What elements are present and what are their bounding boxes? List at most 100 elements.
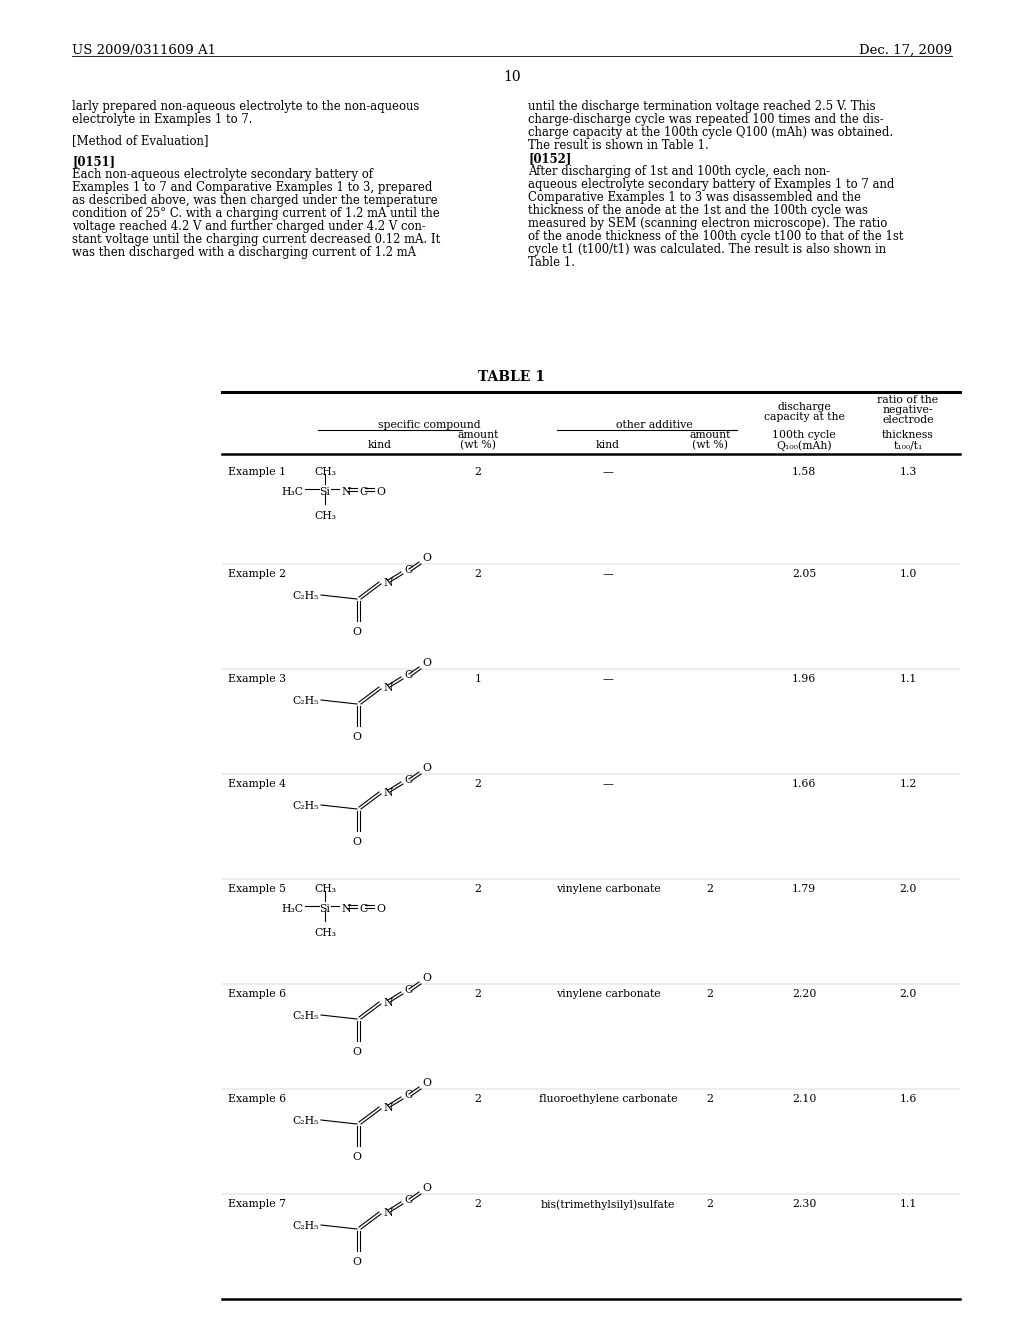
Text: Si: Si: [319, 904, 331, 913]
Text: 10: 10: [503, 70, 521, 84]
Text: Table 1.: Table 1.: [528, 256, 575, 269]
Text: C₂H₅: C₂H₅: [293, 1115, 319, 1126]
Text: O: O: [376, 487, 385, 498]
Text: [0152]: [0152]: [528, 152, 571, 165]
Text: —: —: [602, 569, 613, 579]
Text: 1: 1: [474, 675, 481, 684]
Text: The result is shown in Table 1.: The result is shown in Table 1.: [528, 139, 709, 152]
Text: O: O: [422, 763, 431, 774]
Text: Example 5: Example 5: [228, 884, 286, 894]
Text: N: N: [383, 1104, 392, 1113]
Text: 2.05: 2.05: [792, 569, 816, 579]
Text: C: C: [404, 565, 413, 576]
Text: C: C: [404, 1195, 413, 1205]
Text: Si: Si: [319, 487, 331, 498]
Text: N: N: [341, 487, 350, 498]
Text: measured by SEM (scanning electron microscope). The ratio: measured by SEM (scanning electron micro…: [528, 216, 887, 230]
Text: C₂H₅: C₂H₅: [293, 591, 319, 601]
Text: bis(trimethylsilyl)sulfate: bis(trimethylsilyl)sulfate: [541, 1199, 675, 1209]
Text: capacity at the: capacity at the: [764, 412, 845, 422]
Text: aqueous electrolyte secondary battery of Examples 1 to 7 and: aqueous electrolyte secondary battery of…: [528, 178, 894, 191]
Text: 2.30: 2.30: [792, 1199, 816, 1209]
Text: 1.96: 1.96: [792, 675, 816, 684]
Text: voltage reached 4.2 V and further charged under 4.2 V con-: voltage reached 4.2 V and further charge…: [72, 220, 426, 234]
Text: Comparative Examples 1 to 3 was disassembled and the: Comparative Examples 1 to 3 was disassem…: [528, 191, 861, 205]
Text: —: —: [602, 675, 613, 684]
Text: Examples 1 to 7 and Comparative Examples 1 to 3, prepared: Examples 1 to 7 and Comparative Examples…: [72, 181, 432, 194]
Text: Example 6: Example 6: [228, 1094, 286, 1104]
Text: [0151]: [0151]: [72, 154, 115, 168]
Text: 2.0: 2.0: [899, 884, 916, 894]
Text: 1.1: 1.1: [899, 1199, 916, 1209]
Text: CH₃: CH₃: [314, 511, 336, 521]
Text: 1.6: 1.6: [899, 1094, 916, 1104]
Text: N: N: [341, 904, 350, 913]
Text: vinylene carbonate: vinylene carbonate: [556, 989, 660, 999]
Text: O: O: [352, 1257, 361, 1267]
Text: [Method of Evaluation]: [Method of Evaluation]: [72, 135, 209, 147]
Text: condition of 25° C. with a charging current of 1.2 mA until the: condition of 25° C. with a charging curr…: [72, 207, 439, 220]
Text: charge-discharge cycle was repeated 100 times and the dis-: charge-discharge cycle was repeated 100 …: [528, 114, 884, 125]
Text: Example 1: Example 1: [228, 467, 286, 477]
Text: 1.0: 1.0: [899, 569, 916, 579]
Text: as described above, was then charged under the temperature: as described above, was then charged und…: [72, 194, 437, 207]
Text: 100th cycle: 100th cycle: [772, 430, 836, 440]
Text: stant voltage until the charging current decreased 0.12 mA. It: stant voltage until the charging current…: [72, 234, 440, 246]
Text: Example 2: Example 2: [228, 569, 286, 579]
Text: O: O: [352, 1047, 361, 1057]
Text: 2: 2: [474, 989, 481, 999]
Text: 2: 2: [474, 569, 481, 579]
Text: Example 4: Example 4: [228, 779, 286, 789]
Text: was then discharged with a discharging current of 1.2 mA: was then discharged with a discharging c…: [72, 246, 416, 259]
Text: 1.3: 1.3: [899, 467, 916, 477]
Text: negative-: negative-: [883, 405, 933, 414]
Text: (wt %): (wt %): [692, 440, 728, 450]
Text: 2: 2: [474, 467, 481, 477]
Text: O: O: [422, 657, 431, 668]
Text: H₃C: H₃C: [281, 487, 303, 498]
Text: Q₁₀₀(mAh): Q₁₀₀(mAh): [776, 440, 831, 450]
Text: O: O: [376, 904, 385, 913]
Text: Example 6: Example 6: [228, 989, 286, 999]
Text: amount: amount: [689, 430, 731, 440]
Text: kind: kind: [596, 440, 620, 450]
Text: O: O: [352, 837, 361, 847]
Text: —: —: [602, 467, 613, 477]
Text: discharge: discharge: [777, 403, 830, 412]
Text: 2.20: 2.20: [792, 989, 816, 999]
Text: kind: kind: [368, 440, 392, 450]
Text: other additive: other additive: [615, 420, 692, 430]
Text: C: C: [404, 775, 413, 785]
Text: O: O: [352, 1152, 361, 1162]
Text: C: C: [404, 671, 413, 680]
Text: electrolyte in Examples 1 to 7.: electrolyte in Examples 1 to 7.: [72, 114, 253, 125]
Text: 2: 2: [707, 1094, 714, 1104]
Text: 2: 2: [474, 1094, 481, 1104]
Text: C₂H₅: C₂H₅: [293, 1221, 319, 1232]
Text: C: C: [404, 985, 413, 995]
Text: O: O: [422, 1183, 431, 1193]
Text: 2: 2: [474, 779, 481, 789]
Text: C₂H₅: C₂H₅: [293, 1011, 319, 1020]
Text: Dec. 17, 2009: Dec. 17, 2009: [859, 44, 952, 57]
Text: (wt %): (wt %): [460, 440, 496, 450]
Text: N: N: [383, 998, 392, 1008]
Text: larly prepared non-aqueous electrolyte to the non-aqueous: larly prepared non-aqueous electrolyte t…: [72, 100, 420, 114]
Text: thickness: thickness: [882, 430, 934, 440]
Text: fluoroethylene carbonate: fluoroethylene carbonate: [539, 1094, 677, 1104]
Text: CH₃: CH₃: [314, 884, 336, 894]
Text: amount: amount: [458, 430, 499, 440]
Text: 2.0: 2.0: [899, 989, 916, 999]
Text: N: N: [383, 578, 392, 587]
Text: C: C: [359, 904, 368, 913]
Text: O: O: [352, 627, 361, 638]
Text: After discharging of 1st and 100th cycle, each non-: After discharging of 1st and 100th cycle…: [528, 165, 830, 178]
Text: Example 3: Example 3: [228, 675, 286, 684]
Text: N: N: [383, 788, 392, 799]
Text: O: O: [422, 973, 431, 983]
Text: 2.10: 2.10: [792, 1094, 816, 1104]
Text: vinylene carbonate: vinylene carbonate: [556, 884, 660, 894]
Text: Example 7: Example 7: [228, 1199, 286, 1209]
Text: —: —: [602, 779, 613, 789]
Text: 2: 2: [707, 989, 714, 999]
